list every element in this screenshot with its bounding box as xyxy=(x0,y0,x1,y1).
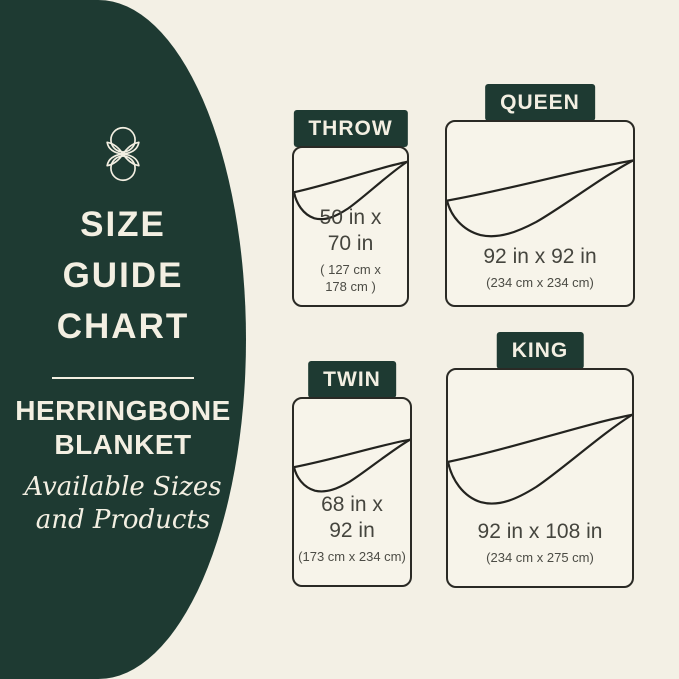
inches-text: 92 in xyxy=(329,519,375,542)
folded-blanket-icon xyxy=(294,160,407,222)
cm-text: (234 cm x 234 cm) xyxy=(486,275,594,290)
quatrefoil-knot-icon xyxy=(106,126,140,182)
product-name-line: HERRINGBONE xyxy=(15,395,231,426)
folded-blanket-icon xyxy=(448,412,632,508)
size-card-twin: TWIN 68 in x 92 in (173 cm x 234 cm) xyxy=(292,361,412,587)
inches-text: 92 in x 108 in xyxy=(477,520,603,543)
page-title-line: CHART xyxy=(56,307,190,346)
left-panel: SIZE GUIDE CHART HERRINGBONE BLANKET Ava… xyxy=(0,0,246,679)
size-label-throw: THROW xyxy=(293,110,408,147)
inches-text: 92 in x 92 in xyxy=(483,245,597,268)
cm-text: (173 cm x 234 cm) xyxy=(298,549,406,564)
size-label-twin: TWIN xyxy=(308,361,396,398)
page-title-line: SIZE xyxy=(80,205,166,244)
dimensions-queen: 92 in x 92 in (234 cm x 234 cm) xyxy=(447,244,633,291)
title-divider xyxy=(52,377,194,379)
page-title: SIZE GUIDE CHART xyxy=(0,199,246,352)
blanket-outline-twin: 68 in x 92 in (173 cm x 234 cm) xyxy=(292,397,412,587)
size-card-queen: QUEEN 92 in x 92 in (234 cm x 234 cm) xyxy=(445,84,635,307)
size-card-king: KING 92 in x 108 in (234 cm x 275 cm) xyxy=(446,332,634,588)
folded-blanket-icon xyxy=(294,438,410,494)
dimensions-king: 92 in x 108 in (234 cm x 275 cm) xyxy=(448,519,632,566)
blanket-outline-queen: 92 in x 92 in (234 cm x 234 cm) xyxy=(445,120,635,307)
folded-blanket-icon xyxy=(447,158,633,240)
inches-text: 70 in xyxy=(327,232,374,255)
page-title-line: GUIDE xyxy=(62,256,184,295)
cm-text: (234 cm x 275 cm) xyxy=(486,550,594,565)
panel-subtitle: Available Sizes and Products xyxy=(0,471,246,537)
brand-logo xyxy=(0,126,246,182)
blanket-outline-king: 92 in x 108 in (234 cm x 275 cm) xyxy=(446,368,634,588)
inches-text: 50 in x xyxy=(319,206,382,229)
product-name-line: BLANKET xyxy=(54,429,192,460)
size-card-throw: THROW 50 in x 70 in ( 127 cm x 178 cm ) xyxy=(292,110,409,307)
size-label-queen: QUEEN xyxy=(485,84,595,121)
product-name: HERRINGBONE BLANKET xyxy=(0,394,246,462)
size-label-king: KING xyxy=(496,332,584,369)
panel-subtitle-line: and Products xyxy=(35,505,211,535)
dimensions-twin: 68 in x 92 in (173 cm x 234 cm) xyxy=(294,492,410,565)
dimensions-throw: 50 in x 70 in ( 127 cm x 178 cm ) xyxy=(294,205,407,295)
blanket-outline-throw: 50 in x 70 in ( 127 cm x 178 cm ) xyxy=(292,146,409,307)
cm-text: 178 cm ) xyxy=(325,279,376,294)
inches-text: 68 in x xyxy=(321,493,383,516)
panel-subtitle-line: Available Sizes xyxy=(24,472,222,502)
cm-text: ( 127 cm x xyxy=(320,262,381,277)
